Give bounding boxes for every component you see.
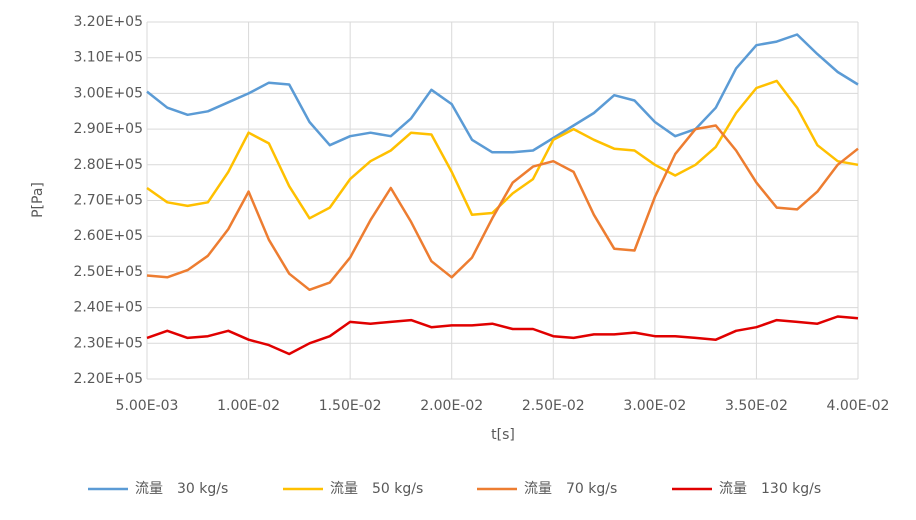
y-tick-label: 2.40E+05 [73,300,143,316]
series-line [146,124,859,292]
y-tick-label: 3.00E+05 [73,85,143,101]
y-tick-label: 2.70E+05 [73,193,143,209]
x-tick-label: 2.00E-02 [420,398,483,414]
y-tick-label: 2.90E+05 [73,121,143,137]
legend-label: 流量 50 kg/s [330,481,423,497]
x-tick-label: 4.00E-02 [827,398,890,414]
x-tick-label: 3.50E-02 [725,398,788,414]
series-line [146,315,859,356]
y-tick-label: 2.60E+05 [73,228,143,244]
y-tick-label: 2.20E+05 [73,371,143,387]
x-tick-label: 1.50E-02 [319,398,382,414]
y-tick-label: 2.30E+05 [73,335,143,351]
series-line [146,79,859,220]
x-tick-label: 2.50E-02 [522,398,585,414]
x-tick-label: 5.00E-03 [116,398,179,414]
legend-label: 流量 130 kg/s [719,481,821,497]
y-tick-label: 3.20E+05 [73,14,143,30]
x-axis-title: t[s] [491,427,515,443]
legend-label: 流量 30 kg/s [135,481,228,497]
y-tick-label: 2.80E+05 [73,157,143,173]
legend-label: 流量 70 kg/s [524,481,617,497]
x-tick-label: 1.00E-02 [217,398,280,414]
series-line [146,33,859,154]
y-axis-title: P[Pa] [30,182,46,218]
y-tick-label: 2.50E+05 [73,264,143,280]
y-tick-label: 3.10E+05 [73,50,143,66]
x-tick-label: 3.00E-02 [623,398,686,414]
